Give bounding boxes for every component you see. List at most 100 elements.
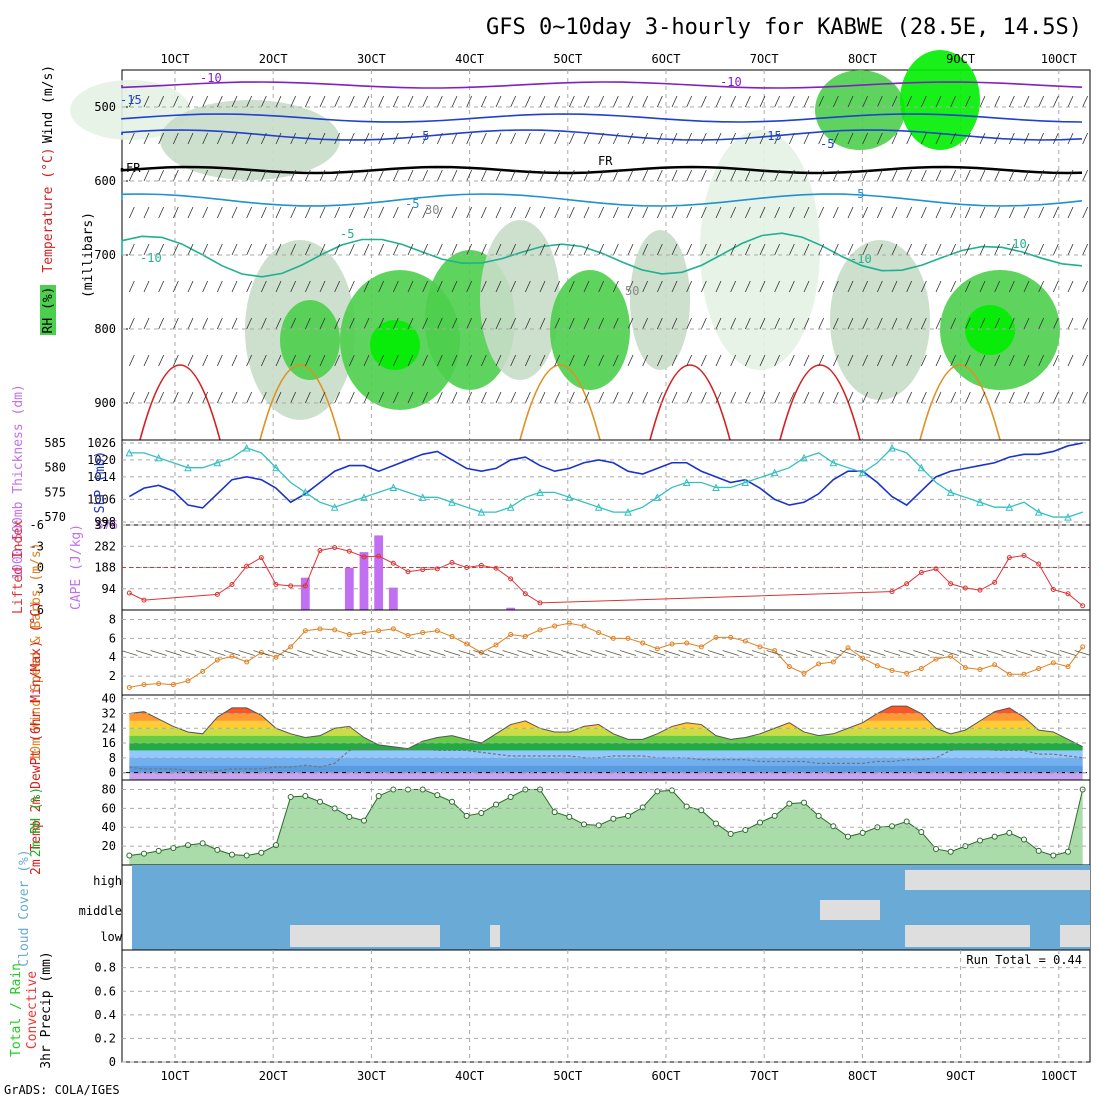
surface-wind-barb bbox=[121, 650, 138, 656]
wind-barb bbox=[964, 206, 971, 219]
wind-barb bbox=[304, 169, 311, 182]
wind-barb bbox=[407, 391, 414, 404]
wind-barb bbox=[832, 132, 839, 145]
wind-barb bbox=[304, 243, 311, 256]
wind-barb bbox=[671, 354, 678, 367]
temp-tick: 24 bbox=[102, 721, 116, 735]
wind-barb bbox=[788, 95, 795, 108]
wind-barb bbox=[935, 132, 942, 145]
wind-barb bbox=[1067, 391, 1074, 404]
wind-barb bbox=[334, 391, 341, 404]
wind-barb bbox=[275, 391, 282, 404]
wind-barb bbox=[818, 317, 825, 330]
wind-barb bbox=[128, 169, 135, 182]
wind-barb bbox=[1023, 206, 1030, 219]
wind-barb bbox=[187, 317, 194, 330]
wind-barb bbox=[275, 169, 282, 182]
wind-barb bbox=[876, 169, 883, 182]
wind-speed-point bbox=[816, 661, 822, 667]
wind-barb bbox=[319, 132, 326, 145]
wind-speed-point bbox=[200, 668, 206, 674]
rh-shade-region bbox=[965, 305, 1015, 355]
wind-barb bbox=[788, 243, 795, 256]
wind-barb bbox=[451, 132, 458, 145]
wind-speed-point bbox=[420, 630, 426, 636]
wind-barb bbox=[495, 391, 502, 404]
wind-barb bbox=[759, 243, 766, 256]
rh-point bbox=[742, 827, 749, 834]
wind-barb bbox=[627, 391, 634, 404]
thickness-point bbox=[829, 458, 838, 467]
wind-barb bbox=[832, 317, 839, 330]
wind-barb bbox=[832, 354, 839, 367]
wind-barb bbox=[1023, 280, 1030, 293]
surface-wind-barb bbox=[693, 650, 710, 656]
surface-wind-barb bbox=[443, 650, 461, 656]
rh-point bbox=[287, 794, 294, 800]
rh-point bbox=[933, 845, 939, 852]
lifted-index-point bbox=[376, 553, 382, 559]
wind-barb bbox=[803, 206, 810, 219]
thickness-point bbox=[858, 468, 867, 477]
temp-tick: 8 bbox=[109, 751, 116, 765]
surface-wind-barb bbox=[854, 650, 871, 656]
lifted-index-point bbox=[214, 591, 220, 597]
pressure-tick: 700 bbox=[94, 248, 116, 262]
wind-speed-point bbox=[332, 627, 338, 633]
wind-barb bbox=[935, 391, 942, 404]
wind-barb bbox=[319, 391, 326, 404]
wind-barb bbox=[304, 391, 311, 404]
wind-barb bbox=[700, 206, 707, 219]
wind-barb bbox=[715, 95, 722, 108]
lifted-index-point bbox=[346, 548, 352, 554]
cape-bar bbox=[344, 567, 354, 610]
rh-shade-region bbox=[900, 50, 980, 150]
thickness-point bbox=[594, 503, 603, 511]
precip-tick: 0.6 bbox=[94, 984, 116, 998]
wind-barb bbox=[451, 243, 458, 256]
wind-barb bbox=[260, 317, 267, 330]
date-tick-top: 9OCT bbox=[946, 52, 975, 66]
lifted-index-point bbox=[258, 555, 264, 561]
wind-barb bbox=[1038, 206, 1045, 219]
wind-barb bbox=[818, 206, 825, 219]
wind-barb bbox=[627, 206, 634, 219]
wind-barb bbox=[275, 132, 282, 145]
surface-wind-barb bbox=[795, 650, 813, 656]
wind-barb bbox=[524, 132, 531, 145]
slp-axis-label: SLP (mb) bbox=[93, 451, 108, 514]
wind-speed-point bbox=[229, 653, 235, 659]
wind-speed-point bbox=[317, 626, 323, 632]
wind-barb bbox=[172, 354, 179, 367]
wind-barb bbox=[363, 243, 370, 256]
wind-barb bbox=[480, 169, 487, 182]
wind-barb bbox=[568, 317, 575, 330]
wind-speed-point bbox=[757, 644, 763, 650]
wind-barb bbox=[539, 280, 546, 293]
thickness-point bbox=[154, 453, 163, 462]
wind-barb bbox=[832, 206, 839, 219]
surface-wind-barb bbox=[1001, 650, 1018, 656]
wind-barb bbox=[656, 354, 663, 367]
wind-barb bbox=[363, 169, 370, 182]
wind-barb bbox=[642, 243, 649, 256]
thickness-point bbox=[448, 498, 456, 506]
wind-barb bbox=[1082, 280, 1089, 293]
wind-barb bbox=[847, 354, 854, 367]
wind-barb bbox=[1052, 206, 1059, 219]
wind-barb bbox=[246, 95, 253, 108]
convective-label: Convective bbox=[25, 971, 40, 1049]
wind-speed-point bbox=[156, 681, 162, 687]
wind-barb bbox=[143, 95, 150, 108]
surface-wind-barb bbox=[898, 650, 915, 656]
rh-point bbox=[1006, 829, 1013, 836]
wind-barb bbox=[686, 391, 693, 404]
wind-barb bbox=[744, 206, 751, 219]
wind-barb bbox=[275, 354, 282, 367]
wind-barb bbox=[378, 280, 385, 293]
wind-barb bbox=[686, 317, 693, 330]
wind-barb bbox=[451, 354, 458, 367]
lifted-index-point bbox=[1006, 555, 1012, 561]
wind-barb bbox=[1052, 132, 1059, 145]
wind-barb bbox=[290, 280, 297, 293]
